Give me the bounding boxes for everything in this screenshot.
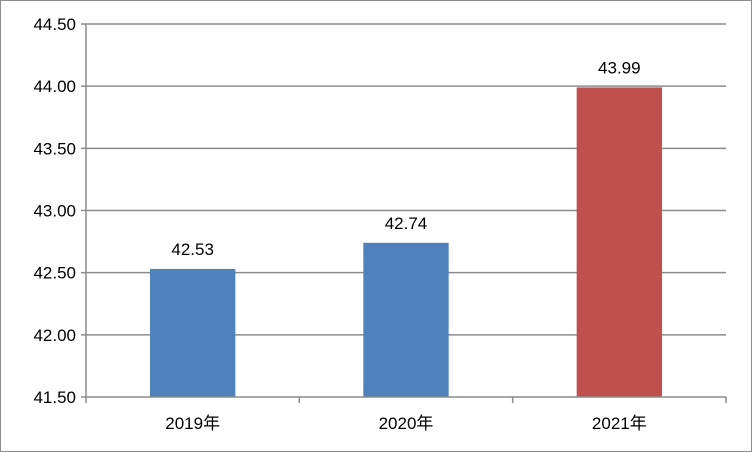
x-tick-label: 2019年: [165, 414, 220, 433]
y-tick-labels: 41.50 42.00 42.50 43.00 43.50 44.00 44.50: [33, 15, 76, 407]
bar: [150, 268, 236, 397]
data-labels: 42.53 42.74 43.99: [171, 58, 640, 259]
data-label: 42.74: [385, 214, 428, 233]
x-tick-label: 2020年: [379, 414, 434, 433]
bars: [150, 87, 662, 397]
y-tick-label: 44.00: [33, 77, 76, 96]
x-tick-labels: 2019年 2020年 2021年: [165, 414, 646, 433]
y-tick-label: 42.00: [33, 326, 76, 345]
y-tick-label: 44.50: [33, 15, 76, 34]
data-label: 43.99: [598, 58, 641, 77]
x-tick-label: 2021年: [592, 414, 647, 433]
y-tick-label: 43.00: [33, 202, 76, 221]
axes: [81, 23, 727, 403]
y-tick-label: 41.50: [33, 388, 76, 407]
data-label: 42.53: [171, 240, 214, 259]
y-tick-label: 42.50: [33, 264, 76, 283]
bar: [576, 87, 662, 397]
y-tick-label: 43.50: [33, 139, 76, 158]
bar: [363, 242, 449, 397]
